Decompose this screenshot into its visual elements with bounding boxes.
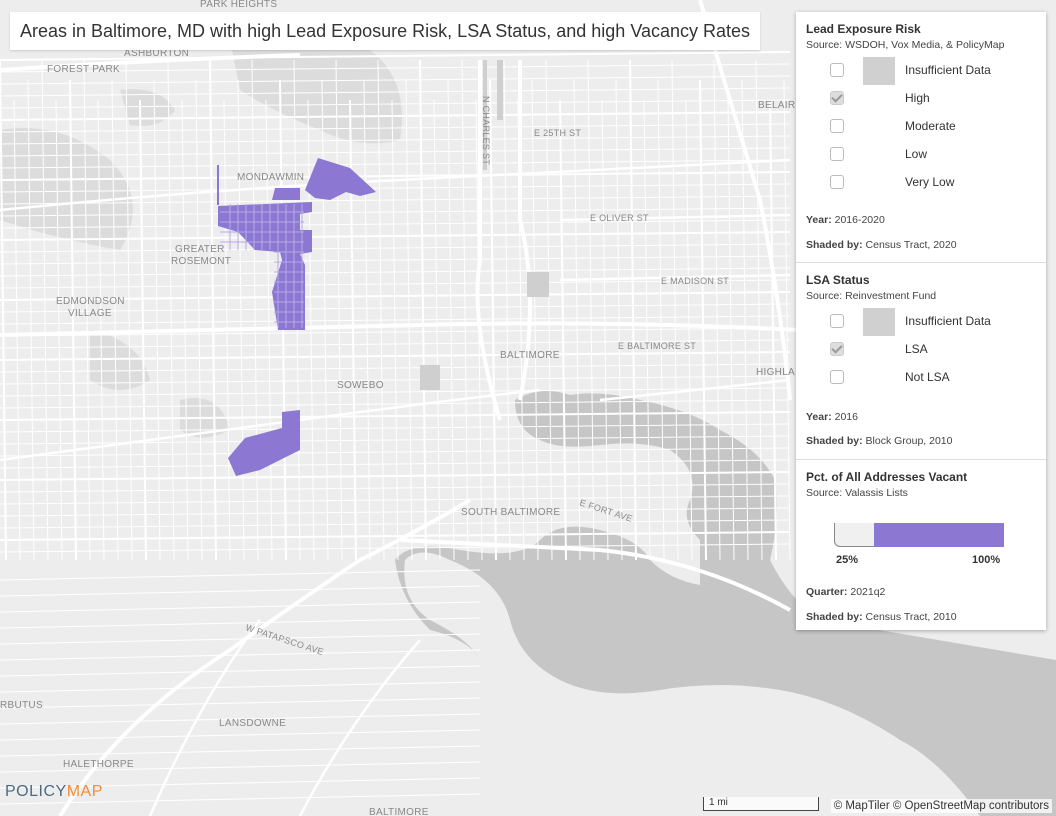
lead-legend-label: Low [905,147,928,161]
lead-legend-label: Very Low [905,175,955,189]
lead-legend-label: Moderate [905,119,956,133]
vacancy-quarter: Quarter: 2021q2 [806,586,886,598]
lsa-checkbox[interactable] [830,342,844,356]
vacancy-title: Pct. of All Addresses Vacant [806,470,968,484]
lead-checkbox[interactable] [830,119,844,133]
scale-bar: 1 mi [703,797,819,811]
map-title: Areas in Baltimore, MD with high Lead Ex… [10,12,761,50]
label-e-25th-st: E 25TH ST [534,128,581,138]
lead-legend-row: Very Low [806,169,1036,197]
lead-checkbox[interactable] [830,175,844,189]
water [395,391,1056,816]
label-rosemont: ROSEMONT [171,256,231,267]
label-e-oliver-st: E OLIVER ST [590,213,649,223]
legend-lsa-section: LSA Status Source: Reinvestment Fund Ins… [796,263,1046,460]
lsa-legend-label: Insufficient Data [905,314,991,328]
lead-legend-label: Insufficient Data [905,63,991,77]
lead-checkbox[interactable] [830,91,844,105]
lsa-legend-label: Not LSA [905,370,950,384]
lead-shaded-by: Shaded by: Census Tract, 2020 [806,239,957,251]
lsa-legend-label: LSA [905,342,928,356]
label-halethorpe: HALETHORPE [63,759,134,770]
label-baltimore-bottom: BALTIMORE [369,807,429,816]
lead-checkbox[interactable] [830,63,844,77]
lsa-legend-row: Insufficient Data [806,308,1036,336]
lsa-shaded-by: Shaded by: Block Group, 2010 [806,435,953,447]
label-mondawmin: MONDAWMIN [237,172,304,183]
label-e-madison-st: E MADISON ST [661,276,729,286]
vacancy-gradient-bar [834,523,1004,547]
label-park-heights: PARK HEIGHTS [200,0,277,10]
vacancy-source: Source: Valassis Lists [806,487,908,499]
lead-legend-label: High [905,91,930,105]
lead-legend-row: Insufficient Data [806,57,1036,85]
lead-swatch [863,57,895,85]
legend-vacancy-section: Pct. of All Addresses Vacant Source: Val… [796,460,1046,638]
insufficient-data-areas [420,60,549,390]
lsa-title: LSA Status [806,273,870,287]
label-belair: BELAIR [758,100,795,111]
label-highland: HIGHLA [756,367,795,378]
lsa-year: Year: 2016 [806,411,858,423]
label-forest-park: FOREST PARK [47,64,120,75]
vacancy-min-label: 25% [836,554,859,566]
lead-legend-row: High [806,85,1036,113]
lead-title: Lead Exposure Risk [806,22,921,36]
label-n-charles-st: N CHARLES ST [481,96,491,165]
lead-legend-items: Insufficient Data High Moderate Low Very Low [806,57,1036,197]
tract-sliver [217,165,219,205]
lead-legend-row: Moderate [806,113,1036,141]
lead-year: Year: 2016-2020 [806,214,885,226]
gradient-high [874,523,1004,547]
label-e-baltimore-st: E BALTIMORE ST [618,341,696,351]
lsa-checkbox[interactable] [830,370,844,384]
lead-source: Source: WSDOH, Vox Media, & PolicyMap [806,39,1005,51]
label-arbutus: RBUTUS [0,700,43,711]
label-ashburton: ASHBURTON [124,48,189,59]
legend-lead-section: Lead Exposure Risk Source: WSDOH, Vox Me… [796,12,1046,263]
label-edmondson: EDMONDSON [56,296,125,307]
lsa-legend-row: LSA [806,336,1036,364]
label-south-baltimore: SOUTH BALTIMORE [461,507,560,518]
label-baltimore: BALTIMORE [500,350,560,361]
legend-panel: Lead Exposure Risk Source: WSDOH, Vox Me… [796,12,1046,630]
lead-checkbox[interactable] [830,147,844,161]
highlighted-tracts [218,158,376,476]
lead-legend-row: Low [806,141,1036,169]
lsa-legend-row: Not LSA [806,364,1036,392]
vacancy-max-label: 100% [972,554,1001,566]
label-village: VILLAGE [68,308,112,319]
lsa-checkbox[interactable] [830,314,844,328]
lsa-source: Source: Reinvestment Fund [806,290,937,302]
policymap-logo[interactable]: POLICYMAP [5,783,103,800]
lsa-swatch [863,308,895,336]
label-greater: GREATER [175,244,225,255]
lsa-legend-items: Insufficient Data LSA Not LSA [806,308,1036,392]
gradient-low [834,523,874,547]
map-attribution[interactable]: © MapTiler © OpenStreetMap contributors [830,799,1052,813]
tract-street-lines [220,204,304,328]
label-lansdowne: LANSDOWNE [219,718,286,729]
vacancy-shaded-by: Shaded by: Census Tract, 2010 [806,611,957,623]
label-sowebo: SOWEBO [337,380,384,391]
